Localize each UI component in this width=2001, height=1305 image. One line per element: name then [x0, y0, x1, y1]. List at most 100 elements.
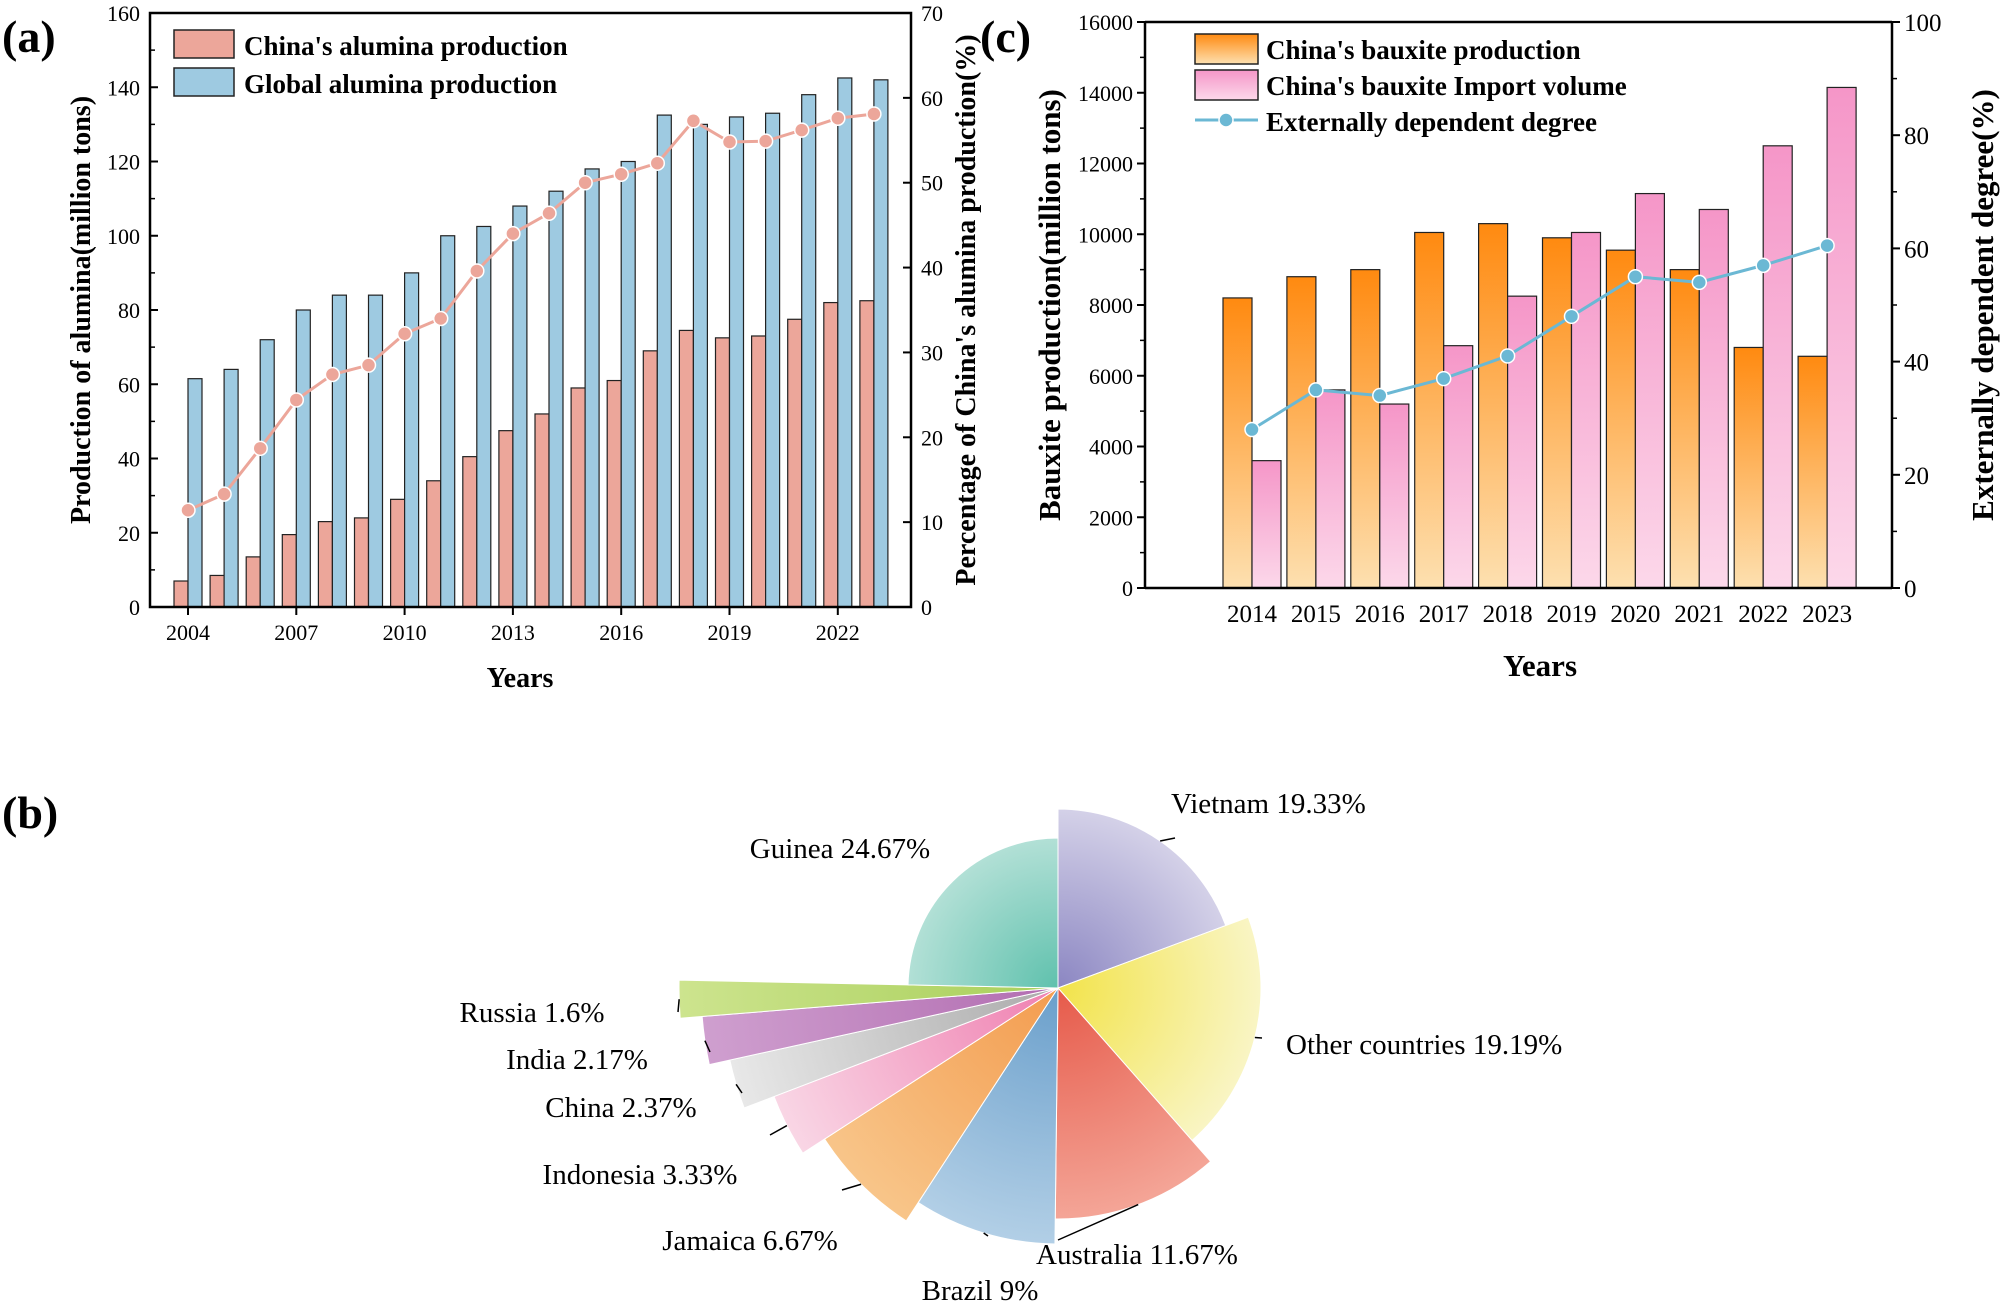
y-tick-label: 14000 — [1078, 81, 1133, 106]
point-china-percentage — [360, 357, 377, 373]
legend-label: China's bauxite Import volume — [1266, 71, 1627, 101]
legend-swatch — [1194, 69, 1259, 101]
x-tick-label: 2018 — [1483, 601, 1533, 628]
point-dependent-degree — [1244, 421, 1260, 438]
bar-global-alumina — [837, 77, 853, 608]
bar-china-alumina — [498, 430, 514, 608]
pie-slice — [1057, 808, 1227, 989]
pie-label: Australia 11.67% — [1036, 1239, 1238, 1271]
point-dependent-degree — [1755, 257, 1771, 274]
chart-a-alumina-production: 0 20 40 60 80 100 120 140 160 0 10 20 30 40 50 60 70 2004… — [66, 1, 982, 694]
bar-global-alumina — [259, 339, 275, 608]
point-china-percentage — [252, 440, 268, 457]
y-axis-title: Production of alumina(million tons) — [66, 96, 97, 524]
y-tick-label: 12000 — [1078, 152, 1133, 177]
bar-china-alumina — [823, 301, 839, 608]
point-china-percentage — [721, 134, 738, 150]
x-tick-label: 2017 — [1419, 601, 1469, 628]
y2-tick-label: 50 — [921, 171, 943, 196]
point-china-percentage — [830, 110, 846, 126]
bar-global-alumina — [620, 160, 636, 608]
leader-line — [1057, 1203, 1139, 1241]
x-tick-label: 2022 — [816, 620, 860, 645]
x-tick-label: 2014 — [1227, 601, 1278, 628]
y-axis-title: Bauxite production(million tons) — [1032, 89, 1067, 521]
bar-global-alumina — [728, 116, 745, 608]
y2-tick-label: 40 — [921, 256, 943, 281]
bar-china-alumina — [462, 456, 478, 608]
point-china-percentage — [324, 366, 341, 383]
y-tick-label: 20 — [118, 521, 140, 546]
x-axis-title: Years — [487, 663, 554, 694]
point-dependent-degree — [1691, 274, 1708, 291]
leader-line — [704, 1040, 711, 1053]
bar-global-alumina — [873, 79, 889, 608]
x-tick-label: 2004 — [166, 620, 210, 645]
y-tick-label: 6000 — [1089, 364, 1133, 389]
y2-tick-label: 80 — [1904, 123, 1929, 150]
legend-swatch — [173, 29, 235, 59]
y2-axis-title: Externally dependent degree(%) — [1965, 89, 2000, 521]
bar-china-alumina — [787, 318, 803, 608]
y-tick-label: 2000 — [1089, 505, 1133, 530]
x-tick-label: 2020 — [1610, 601, 1660, 628]
bar-global-alumina — [187, 378, 203, 608]
point-china-percentage — [180, 502, 196, 519]
legend-marker — [1218, 112, 1234, 128]
y-tick-label: 100 — [107, 224, 140, 249]
bar-bauxite-production — [1350, 269, 1381, 589]
point-china-percentage — [396, 326, 413, 342]
y-tick-label: 16000 — [1078, 10, 1133, 35]
bar-china-alumina — [390, 498, 406, 608]
panel-label-b: (b) — [2, 787, 58, 838]
point-china-percentage — [432, 310, 449, 327]
bar-bauxite-import — [1826, 86, 1857, 589]
line-dependent-degree — [1251, 244, 1828, 431]
y-tick-label: 0 — [1122, 576, 1133, 601]
point-dependent-degree — [1627, 268, 1644, 285]
point-china-percentage — [757, 133, 774, 149]
bar-china-alumina — [426, 480, 442, 608]
bar-global-alumina — [367, 294, 384, 608]
pie-slice — [823, 987, 1059, 1222]
bar-bauxite-production — [1605, 249, 1637, 589]
pie-label: Russia 1.6% — [460, 997, 605, 1029]
bar-bauxite-import — [1698, 208, 1729, 589]
point-china-percentage — [288, 392, 305, 408]
pie-label: Other countries 19.19% — [1286, 1029, 1562, 1061]
y2-tick-label: 0 — [1904, 576, 1917, 603]
bar-china-alumina — [750, 335, 767, 608]
pie-label: Indonesia 3.33% — [543, 1159, 738, 1191]
legend-swatch — [1194, 33, 1259, 65]
x-tick-label: 2023 — [1802, 601, 1852, 628]
point-china-percentage — [793, 122, 810, 138]
chart-c-bauxite-production: 2014 2015 2016 2017 2018 2019 2020 2021 2022 2023… — [1032, 10, 2000, 683]
legend-swatch — [173, 67, 235, 97]
x-tick-label: 2010 — [383, 620, 427, 645]
bar-china-alumina — [570, 387, 586, 608]
pie-label: Jamaica 6.67% — [662, 1225, 838, 1257]
bar-global-alumina — [548, 190, 564, 608]
bar-china-alumina — [173, 580, 189, 608]
bar-china-alumina — [859, 300, 875, 608]
bar-bauxite-production — [1797, 355, 1828, 589]
pie-slice — [917, 986, 1059, 1245]
bar-china-alumina — [245, 556, 261, 608]
point-dependent-degree — [1499, 348, 1516, 364]
bar-global-alumina — [440, 235, 456, 608]
bar-china-alumina — [281, 534, 297, 608]
legend-label: Global alumina production — [244, 69, 557, 99]
bar-china-alumina — [317, 521, 333, 608]
pie-label: India 2.17% — [506, 1044, 648, 1076]
bar-bauxite-import — [1762, 145, 1793, 589]
y2-tick-label: 20 — [921, 425, 943, 450]
x-tick-label: 2019 — [1547, 601, 1597, 628]
bar-global-alumina — [801, 94, 817, 608]
panel-label-c: (c) — [980, 11, 1031, 62]
point-dependent-degree — [1435, 370, 1452, 387]
bar-china-alumina — [606, 379, 622, 608]
x-tick-label: 2015 — [1291, 601, 1341, 628]
point-china-percentage — [685, 113, 702, 129]
bar-bauxite-production — [1286, 276, 1317, 589]
